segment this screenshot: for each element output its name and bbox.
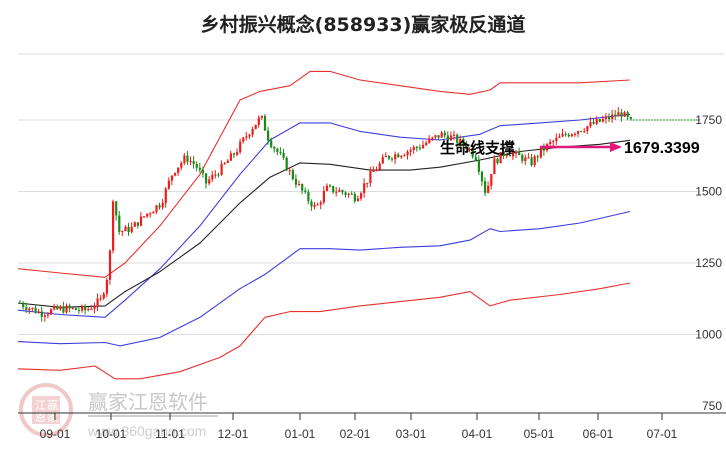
lifeline-line [17,139,631,308]
x-tick-label: 06-01 [583,427,614,441]
y-tick-label: 1000 [695,328,722,342]
y-tick-label: 1250 [695,256,722,270]
lifeline-value-label: 1679.3399 [624,140,700,157]
upper-outer-band-line [17,70,631,278]
y-tick-label: 1750 [695,113,722,127]
svg-text:江: 江 [35,399,46,412]
x-tick-label: 03-01 [396,427,427,441]
lifeline-support-label: 生命线支撑 [440,139,515,157]
watermark: 江 赢 恩 家 赢家江恩软件 www.360gann.com [19,383,218,439]
arrow-right-icon [610,142,622,152]
x-tick-label: 02-01 [340,427,371,441]
svg-text:恩: 恩 [35,411,46,424]
y-tick-label: 1500 [695,185,722,199]
x-tick-label: 05-01 [524,427,555,441]
svg-text:赢: 赢 [47,398,58,412]
x-tick-label: 12-01 [218,427,249,441]
x-tick-label: 07-01 [647,427,678,441]
candlesticks [19,107,632,322]
watermark-seal-icon: 江 赢 恩 家 [19,383,73,437]
lower-outer-band-line [17,282,631,380]
upper-inner-band-line [17,113,631,318]
watermark-url: www.360gann.com [87,423,206,439]
x-tick-label: 01-01 [285,427,316,441]
x-tick-label: 10-01 [96,427,127,441]
x-tick-label: 04-01 [462,427,493,441]
watermark-name: 赢家江恩软件 [88,390,208,414]
grid-lines [18,53,724,335]
x-tick-label: 09-01 [40,427,71,441]
lower-inner-band-line [17,210,631,347]
chart-title: 乡村振兴概念(858933)赢家极反通道 [200,14,526,36]
x-axis: 09-01 10-01 11-01 12-01 01-01 02-01 03-01 04-01… [18,412,726,441]
lifeline-annotation: 生命线支撑 1679.3399 [440,139,700,157]
x-tick-label: 11-01 [155,427,185,441]
y-axis: 1750 1500 1250 1000 750 [695,113,722,413]
svg-text:家: 家 [47,410,58,424]
y-tick-label: 750 [702,399,722,413]
channel-bands [17,70,631,380]
